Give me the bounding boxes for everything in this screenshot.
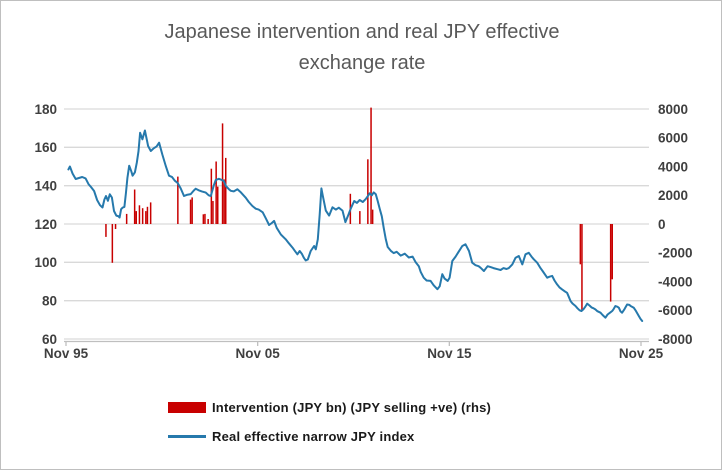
- legend-item-index: Real effective narrow JPY index: [168, 428, 491, 444]
- left-axis-tick-label: 80: [42, 293, 57, 308]
- left-axis-tick-label: 60: [42, 332, 57, 347]
- left-axis-tick-label: 160: [34, 140, 57, 155]
- intervention-bar: [367, 159, 369, 224]
- right-axis-tick-label: 8000: [658, 102, 688, 117]
- intervention-bar: [207, 219, 209, 224]
- left-axis-tick-label: 140: [34, 178, 57, 193]
- chart-title-line2: exchange rate: [298, 52, 426, 74]
- intervention-bar: [359, 211, 361, 224]
- legend-item-intervention: Intervention (JPY bn) (JPY selling +ve) …: [168, 399, 491, 415]
- intervention-bar: [212, 201, 214, 224]
- intervention-bar: [370, 107, 372, 224]
- chart-title: Japanese intervention and real JPY effec…: [1, 17, 721, 79]
- intervention-bar: [202, 214, 205, 224]
- intervention-bar: [371, 209, 374, 224]
- bar-swatch-icon: [168, 401, 206, 413]
- x-axis-tick-label: Nov 15: [427, 346, 472, 361]
- intervention-bar: [191, 197, 193, 224]
- legend-label: Real effective narrow JPY index: [212, 428, 415, 444]
- intervention-bar: [135, 211, 137, 224]
- right-axis-tick-label: -8000: [658, 332, 693, 347]
- intervention-bar: [189, 199, 192, 224]
- right-axis-tick-label: -2000: [658, 246, 693, 261]
- intervention-bar: [581, 224, 583, 311]
- index-line: [67, 129, 644, 322]
- right-axis-tick-label: 6000: [658, 131, 688, 146]
- line-swatch-icon: [168, 434, 206, 438]
- intervention-bar: [611, 224, 613, 280]
- intervention-bar: [141, 208, 144, 224]
- intervention-bar: [177, 176, 179, 224]
- right-axis-tick-label: -6000: [658, 303, 693, 318]
- intervention-bar: [579, 224, 582, 265]
- chart-legend: Intervention (JPY bn) (JPY selling +ve) …: [168, 399, 491, 444]
- intervention-bar: [223, 179, 225, 224]
- intervention-bar: [125, 213, 128, 224]
- intervention-bar: [221, 123, 224, 224]
- x-axis-tick-label: Nov 95: [44, 346, 89, 361]
- x-axis-tick-label: Nov 05: [236, 346, 281, 361]
- x-axis-tick-label: Nov 25: [619, 346, 664, 361]
- intervention-bar: [111, 224, 114, 263]
- chart-title-line1: Japanese intervention and real JPY effec…: [164, 21, 560, 43]
- right-axis-tick-label: 2000: [658, 188, 688, 203]
- intervention-bar: [145, 211, 147, 224]
- left-axis-tick-label: 180: [34, 102, 57, 117]
- right-axis-tick-label: 0: [658, 217, 666, 232]
- intervention-bar: [204, 213, 206, 224]
- intervention-bar: [225, 157, 227, 224]
- intervention-bar: [217, 186, 219, 224]
- right-axis-tick-label: -4000: [658, 274, 693, 289]
- legend-label: Intervention (JPY bn) (JPY selling +ve) …: [212, 399, 492, 415]
- intervention-bar: [114, 224, 117, 229]
- left-axis-tick-label: 100: [34, 255, 57, 270]
- intervention-bar: [105, 224, 107, 237]
- intervention-bar: [609, 224, 612, 302]
- right-axis-tick-label: 4000: [658, 159, 688, 174]
- intervention-bar: [146, 206, 149, 225]
- intervention-bar: [133, 189, 136, 224]
- intervention-bar: [138, 205, 141, 224]
- intervention-bar: [215, 161, 217, 224]
- left-axis-tick-label: 120: [34, 217, 57, 232]
- intervention-bar: [149, 202, 152, 224]
